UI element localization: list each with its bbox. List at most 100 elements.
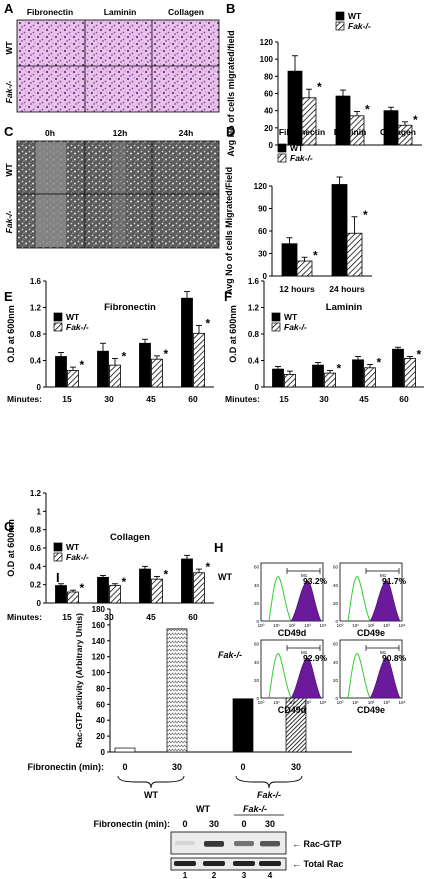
chart-e-fibronectin-adhesion: E Fibronectin O.D at 600nm 0 0.4 0.8 1.2 1.6 * 15…	[4, 277, 214, 404]
gate-label: M1	[380, 573, 387, 578]
blot-label-totalrac: ← Total Rac	[292, 859, 343, 869]
y-tick-label: 0.8	[248, 330, 260, 339]
legend-label-fak: Fak-/-	[284, 322, 307, 332]
bar-fak-30	[324, 372, 336, 388]
y-tick-label: 120	[260, 38, 274, 47]
bar-fak-30	[109, 585, 121, 604]
legend-swatch-fak	[53, 552, 63, 562]
legend-label-fak: Fak-/-	[66, 322, 89, 332]
legend-swatch-fak	[335, 21, 345, 31]
histogram-x-tick: 10⁴	[320, 700, 327, 705]
legend-swatch-wt	[53, 312, 63, 322]
bar-wt-45	[139, 342, 151, 388]
y-tick-label: 0	[255, 383, 260, 392]
blot-band-totalrac	[203, 861, 225, 866]
histogram-y-tick: 40	[333, 583, 339, 588]
gate-label: M1	[301, 573, 308, 578]
blot-group-wt: WT	[196, 804, 210, 814]
y-axis-label: O.D at 600nm	[228, 305, 238, 363]
group-label-wt: WT	[144, 790, 158, 800]
bar-fak-fibronectin	[301, 97, 317, 146]
legend-swatch-fak	[277, 153, 287, 163]
c-row-fak: Fak-/-	[4, 210, 14, 233]
bar-fak-15	[284, 374, 296, 388]
histogram-x-tick: 10⁰	[258, 623, 265, 628]
bar-fak-15	[67, 591, 79, 604]
blot-racgtp-membrane	[170, 831, 287, 855]
bar-wt-30	[97, 350, 109, 388]
bar-wt-24-hours	[331, 184, 348, 277]
x-category-label: Fibronectin	[279, 127, 325, 137]
bar-fak-45	[151, 358, 163, 388]
marker-label: CD49e	[357, 705, 385, 715]
significance-star: *	[80, 581, 85, 595]
panel-letter-f: F	[224, 289, 232, 304]
blot-time-label: 0	[241, 819, 246, 829]
chart-title: Collagen	[110, 532, 150, 543]
histogram-y-tick: 0	[256, 619, 259, 624]
x-category-label: 30	[104, 394, 114, 404]
stained-histogram	[369, 580, 401, 622]
gate-label: M1	[380, 650, 387, 655]
histogram-y-tick: 20	[333, 678, 339, 683]
bar-wt-45	[352, 359, 364, 388]
panel-letter-c: C	[4, 124, 14, 139]
y-tick-label: 0.4	[30, 357, 42, 366]
c-col-12h: 12h	[113, 128, 128, 138]
y-tick-label: 60	[264, 90, 273, 99]
histogram-x-tick: 10⁴	[320, 623, 327, 628]
marker-label: CD49e	[357, 628, 385, 638]
y-tick-label: 1.2	[248, 304, 260, 313]
panel-letter-b: B	[226, 1, 235, 16]
y-tick-label: 0.2	[30, 581, 42, 590]
x-category-label: 45	[359, 394, 369, 404]
significance-star: *	[122, 350, 127, 364]
y-tick-label: 0	[269, 141, 274, 150]
y-tick-label: 80	[96, 684, 105, 693]
bar-fak-45	[364, 367, 376, 388]
bar-rac-0	[114, 747, 136, 753]
percent-positive: 92.9%	[303, 653, 328, 663]
blot-band-racgtp	[234, 841, 254, 847]
x-category-label: 60	[399, 394, 409, 404]
y-tick-label: 0.4	[30, 562, 42, 571]
bar-wt-60	[392, 348, 404, 388]
legend-label-wt: WT	[66, 542, 80, 552]
histogram-x-tick: 10¹	[273, 623, 280, 628]
stained-histogram	[290, 657, 322, 699]
x-prefix-label: Minutes:	[7, 612, 42, 622]
x-time-label: 0	[240, 762, 245, 772]
significance-star: *	[377, 355, 382, 369]
percent-positive: 90.8%	[382, 653, 407, 663]
significance-star: *	[206, 316, 211, 330]
bar-fak-12-hours	[296, 260, 313, 277]
histogram-y-tick: 40	[254, 583, 260, 588]
histogram-x-tick: 10¹	[352, 700, 359, 705]
x-category-label: 45	[146, 394, 156, 404]
bar-fak-24-hours	[346, 232, 363, 277]
blot-band-totalrac	[233, 861, 255, 866]
panel-letter-d: D	[226, 124, 235, 139]
y-tick-label: 100	[260, 55, 274, 64]
isotype-histogram	[347, 576, 371, 622]
bar-fak-45	[151, 578, 163, 604]
y-tick-label: 60	[258, 227, 267, 236]
y-tick-label: 0.4	[248, 357, 260, 366]
panel-letter-h: H	[214, 540, 223, 555]
a-row-wt: WT	[4, 41, 14, 55]
panel-c-wound-healing: C 0h 12h 24h WT Fak-/-	[4, 124, 220, 249]
percent-positive: 91.7%	[382, 576, 407, 586]
histogram-y-tick: 20	[254, 601, 260, 606]
significance-star: *	[365, 103, 370, 117]
blot-group-fak: Fak-/-	[243, 804, 267, 814]
significance-star: *	[80, 358, 85, 372]
legend-label-fak: Fak-/-	[290, 153, 313, 163]
chart-g-collagen-adhesion: G Collagen O.D at 600nm 0 0.2 0.4 0.6 0.8 1 1.2 * 1…	[4, 489, 214, 622]
chart-f-laminin-adhesion: F Laminin O.D at 600nm 0 0.4 0.8 1.2 1.6 15 * 30 * 4…	[224, 277, 424, 404]
significance-star: *	[122, 575, 127, 589]
x-category-label: Collagen	[380, 127, 416, 137]
legend-label-wt: WT	[348, 11, 362, 21]
y-tick-label: 0.8	[30, 526, 42, 535]
panel-a-transwell: A Fibronectin Laminin Collagen WT Fak-/-	[4, 1, 220, 113]
histogram-y-tick: 0	[335, 696, 338, 701]
